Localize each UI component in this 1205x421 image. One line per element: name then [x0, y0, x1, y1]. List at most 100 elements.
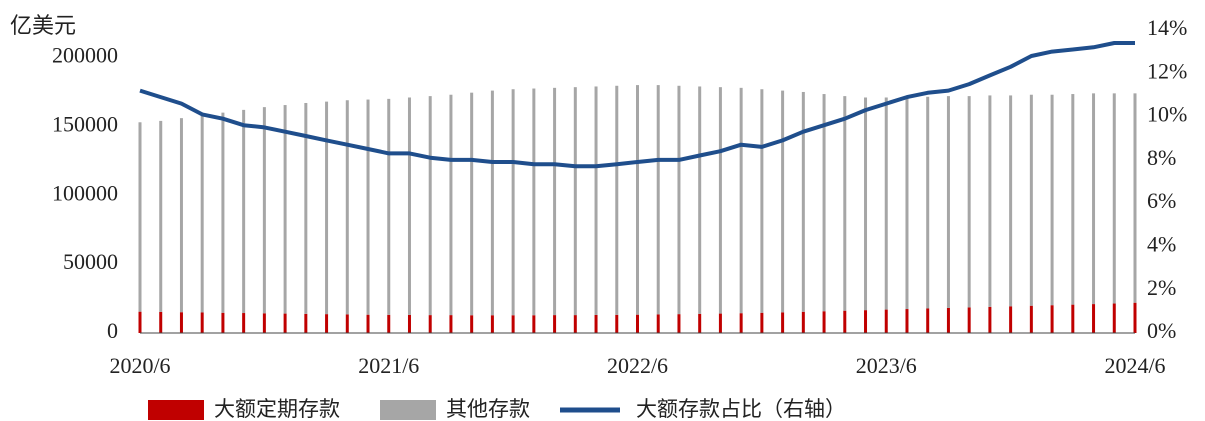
bar-segment [242, 109, 246, 314]
bar-segment [905, 97, 909, 310]
bar-segment [221, 112, 225, 313]
bar-segment [366, 314, 370, 333]
bar-segment [490, 315, 494, 333]
line [139, 41, 1135, 169]
bar-segment [304, 102, 308, 314]
bar-segment [1071, 304, 1075, 333]
bar-segment [698, 86, 702, 314]
bar-segment [345, 314, 349, 333]
legend-label: 大额存款占比（右轴） [636, 397, 846, 421]
bar-segment [1133, 302, 1137, 333]
y-axis-label: 亿美元 [10, 13, 76, 38]
legend-label: 其他存款 [446, 397, 530, 421]
bar-segment [946, 96, 950, 308]
bar-segment [926, 308, 930, 333]
bar-segment [532, 315, 536, 333]
bar-segment [511, 89, 515, 316]
bar-segment [988, 306, 992, 333]
bar-segment [1009, 306, 1013, 333]
y2-tick-label: 6% [1147, 188, 1176, 213]
bar-segment [677, 314, 681, 333]
bar-segment [283, 105, 287, 314]
bar-segment [573, 315, 577, 333]
legend-swatch [148, 400, 204, 420]
bar-segment [1029, 305, 1033, 333]
bar-segment [283, 313, 287, 333]
bar-segment [1112, 93, 1116, 304]
bar-segment [179, 312, 183, 333]
bar-segment [532, 88, 536, 316]
y-tick-label: 50000 [63, 249, 118, 274]
bar-segment [967, 96, 971, 308]
x-tick-label: 2020/6 [109, 353, 170, 378]
bar-segment [615, 85, 619, 315]
bar-segment [718, 313, 722, 333]
bar-segment [843, 96, 847, 311]
bar-segment [656, 85, 660, 315]
bar-segment [760, 89, 764, 313]
y2-tick-label: 14% [1147, 15, 1187, 40]
bar-segment [470, 92, 474, 316]
bar-segment [739, 87, 743, 314]
bar-segment [407, 97, 411, 315]
bar-segment [1050, 305, 1054, 333]
bar-segment [926, 96, 930, 309]
bar-segment [636, 314, 639, 333]
bar-segment [1112, 303, 1116, 333]
bar-segment [159, 311, 163, 333]
y-tick-label: 200000 [52, 43, 118, 68]
bar-segment [138, 311, 142, 333]
bar-segment [221, 312, 225, 333]
bar-segment [179, 118, 183, 313]
y-tick-label: 0 [107, 318, 118, 343]
bar-segment [760, 312, 764, 333]
bar-segment [1133, 93, 1137, 303]
bar-segment [656, 314, 660, 333]
bar-segment [511, 315, 515, 333]
bar-segment [946, 307, 950, 333]
bar-segment [200, 312, 204, 333]
y2-tick-label: 2% [1147, 275, 1176, 300]
bar-segment [428, 96, 432, 316]
bar-segment [159, 120, 163, 312]
bar-segment [345, 100, 349, 315]
bar-segment [822, 311, 826, 333]
bar-segment [864, 310, 868, 333]
bar-segment [449, 315, 453, 333]
bar-segment [387, 98, 391, 315]
bar-segment [470, 315, 474, 333]
bar-segment [1050, 94, 1054, 306]
bar-segment [1029, 94, 1033, 306]
y2-tick-label: 0% [1147, 318, 1176, 343]
x-tick-label: 2022/6 [607, 353, 668, 378]
bar-segment [864, 97, 868, 311]
bar-segment [843, 310, 847, 333]
y-tick-label: 150000 [52, 111, 118, 136]
bar-segment [138, 122, 142, 312]
bar-segment [1092, 304, 1096, 333]
bar-segment [325, 101, 329, 315]
bar-segment [490, 90, 494, 316]
bar-segment [822, 94, 826, 312]
bar-segment [801, 311, 805, 333]
legend-swatch [380, 400, 436, 420]
bar-segment [366, 99, 370, 315]
bar-segment [553, 315, 557, 333]
bar-segment [449, 94, 453, 316]
x-tick-label: 2023/6 [856, 353, 917, 378]
y2-tick-label: 8% [1147, 145, 1176, 170]
bar-segment [387, 314, 391, 333]
bar-segment [739, 313, 743, 333]
y2-tick-label: 4% [1147, 231, 1176, 256]
bar-segment [573, 87, 577, 316]
x-tick-label: 2021/6 [358, 353, 419, 378]
bar-segment [905, 309, 909, 333]
y-tick-label: 100000 [52, 180, 118, 205]
bar-segment [325, 314, 329, 333]
bar-segment [242, 313, 246, 333]
bar-segment [781, 90, 785, 313]
bar-segment [1009, 95, 1013, 307]
bar-segment [884, 309, 888, 333]
